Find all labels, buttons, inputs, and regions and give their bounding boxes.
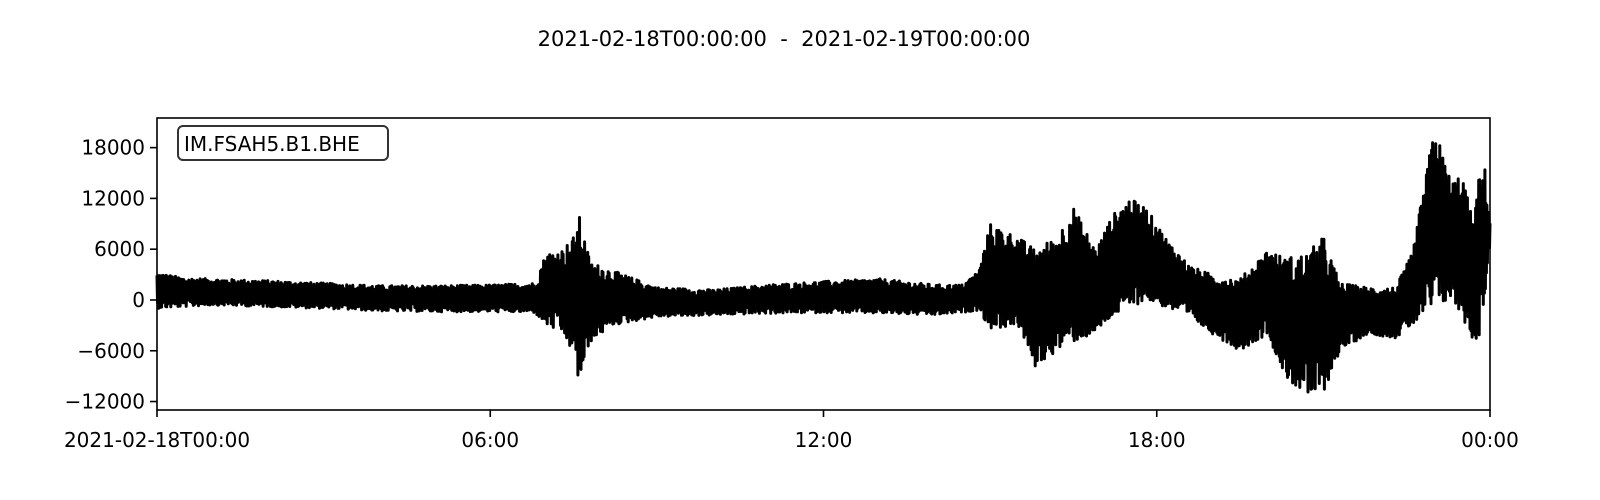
x-tick-label: 00:00 bbox=[1461, 428, 1519, 452]
trace-label-box: IM.FSAH5.B1.BHE bbox=[177, 125, 389, 161]
y-tick-label: 0 bbox=[132, 288, 145, 312]
x-tick-label: 2021-02-18T00:00 bbox=[64, 428, 250, 452]
y-tick-label: 18000 bbox=[81, 136, 145, 160]
x-axis: 2021-02-18T00:00 06:00 12:00 18:00 00:00 bbox=[64, 410, 1519, 452]
waveform-trace bbox=[155, 141, 1492, 394]
x-tick-label: 06:00 bbox=[461, 428, 519, 452]
x-tick-label: 12:00 bbox=[795, 428, 853, 452]
y-tick-label: 6000 bbox=[94, 237, 145, 261]
x-tick-label: 18:00 bbox=[1128, 428, 1186, 452]
trace-label: IM.FSAH5.B1.BHE bbox=[184, 132, 360, 156]
y-tick-label: 12000 bbox=[81, 186, 145, 210]
plot-area bbox=[155, 117, 1492, 411]
y-tick-label: −6000 bbox=[77, 339, 145, 363]
y-axis: 18000 12000 6000 0 −6000 −12000 bbox=[65, 136, 157, 414]
y-tick-label: −12000 bbox=[65, 390, 145, 414]
chart-title: 2021-02-18T00:00:00 - 2021-02-19T00:00:0… bbox=[538, 27, 1031, 51]
